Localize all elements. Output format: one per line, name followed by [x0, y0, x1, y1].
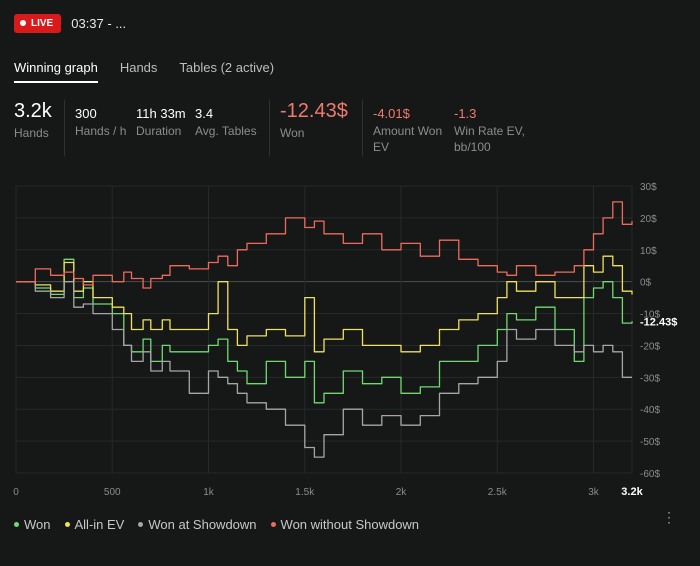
stat-won: -12.43$ Won: [280, 100, 348, 141]
stat-win-rate-ev-label: Win Rate EV, bb/100: [454, 123, 525, 155]
stat-hands-label: Hands: [14, 126, 49, 140]
stat-amount-won-ev-value: -4.01$: [373, 106, 410, 121]
stat-win-rate-ev: -1.3 Win Rate EV, bb/100: [454, 100, 525, 155]
legend-dot-icon: [138, 522, 144, 527]
stat-won-label: Won: [280, 126, 305, 140]
more-options-icon[interactable]: ⋮: [662, 509, 676, 525]
legend-dot-icon: [14, 522, 19, 527]
stat-win-rate-ev-label-line1: Win Rate EV,: [454, 124, 525, 138]
stat-amount-won-ev-label-line2: EV: [373, 140, 390, 154]
x-tick-label: 2.5k: [488, 487, 508, 498]
x-tick-label: 2k: [396, 487, 408, 498]
legend-dot-icon: [64, 522, 70, 527]
stat-duration-value: 11h 33m: [136, 106, 186, 121]
x-tick-label: 0: [13, 487, 19, 498]
legend-item-all-in-ev[interactable]: All-in EV: [64, 517, 125, 532]
stat-hands-value: 3.2k: [14, 100, 52, 122]
legend-item-won[interactable]: Won: [14, 517, 51, 532]
series-line-won: [16, 258, 633, 404]
stat-hands: 3.2k Hands: [14, 100, 52, 141]
stat-win-rate-ev-label-line2: bb/100: [454, 140, 491, 154]
tab-bar: Winning graph Hands Tables (2 active): [14, 60, 274, 83]
stat-won-value: -12.43$: [280, 100, 348, 122]
x-tick-label: 500: [104, 487, 121, 498]
winning-graph-chart[interactable]: 30$ 20$ 10$ 0$ -10$ -20$ -30$ -40$ -50$ -60$ 0 500 1…: [0, 178, 700, 508]
legend-label: Won at Showdown: [148, 517, 257, 532]
legend-label: All-in EV: [74, 517, 125, 532]
y-tick-label: 10$: [640, 246, 657, 257]
chart-series: [16, 201, 633, 458]
stat-amount-won-ev-label: Amount Won EV: [373, 123, 442, 155]
stat-avg-tables-value: 3.4: [195, 106, 214, 121]
y-tick-label: 30$: [640, 182, 657, 193]
stats-panel: 3.2k Hands 300 Hands / h 11h 33m Duratio…: [14, 100, 700, 170]
series-line-won-at-showdown: [16, 281, 632, 458]
y-tick-label: -40$: [640, 405, 660, 416]
y-tick-label: 20$: [640, 214, 657, 225]
chart-labels: 30$ 20$ 10$ 0$ -10$ -20$ -30$ -40$ -50$ -60$ 0 500 1…: [13, 182, 677, 498]
stat-divider: [64, 100, 65, 156]
stat-amount-won-ev-label-line1: Amount Won: [373, 124, 443, 138]
stat-win-rate-ev-value: -1.3: [454, 106, 477, 121]
stat-hands-per-hour-label: Hands / h: [75, 124, 127, 138]
stat-avg-tables: 3.4 Avg. Tables: [195, 100, 257, 139]
x-tick-label: 3k: [588, 487, 600, 498]
y-tick-label: -50$: [640, 437, 660, 448]
stat-amount-won-ev: -4.01$ Amount Won EV: [373, 100, 442, 155]
stat-hands-per-hour: 300 Hands / h: [75, 100, 126, 139]
legend-dot-icon: [270, 522, 276, 527]
y-tick-label: 0$: [640, 278, 652, 289]
stat-hands-per-hour-value: 300: [75, 106, 97, 121]
legend-item-won-at-showdown[interactable]: Won at Showdown: [138, 517, 257, 532]
live-dot-icon: [20, 20, 26, 26]
stat-avg-tables-label: Avg. Tables: [195, 124, 257, 138]
chart-legend: Won All-in EV Won at Showdown Won withou…: [14, 517, 419, 532]
series-line-won-without-showdown: [16, 201, 633, 289]
x-tick-label: 1.5k: [295, 487, 315, 498]
y-tick-label: -10$: [640, 310, 660, 321]
series-line-all-in-ev: [16, 255, 633, 353]
legend-label: Won: [24, 517, 51, 532]
live-label: LIVE: [31, 17, 54, 29]
legend-label: Won without Showdown: [280, 517, 420, 532]
end-value-label: -12.43$: [640, 316, 677, 328]
y-tick-label: -30$: [640, 373, 660, 384]
tab-winning-graph[interactable]: Winning graph: [14, 60, 98, 83]
x-end-label: 3.2k: [621, 486, 643, 498]
x-tick-label: 1k: [203, 487, 215, 498]
live-badge[interactable]: LIVE: [14, 13, 62, 33]
stat-duration-label: Duration: [136, 124, 182, 138]
legend-item-won-without-showdown[interactable]: Won without Showdown: [270, 517, 420, 532]
stat-divider: [269, 100, 270, 156]
tab-hands[interactable]: Hands: [119, 60, 158, 75]
top-bar: LIVE 03:37 - ...: [14, 12, 126, 34]
session-time: 03:37 - ...: [71, 15, 127, 31]
tab-tables[interactable]: Tables (2 active): [179, 60, 275, 75]
y-tick-label: -20$: [640, 341, 660, 352]
stat-divider: [362, 100, 363, 156]
y-tick-label: -60$: [640, 469, 660, 480]
stat-duration: 11h 33m Duration: [136, 100, 186, 139]
